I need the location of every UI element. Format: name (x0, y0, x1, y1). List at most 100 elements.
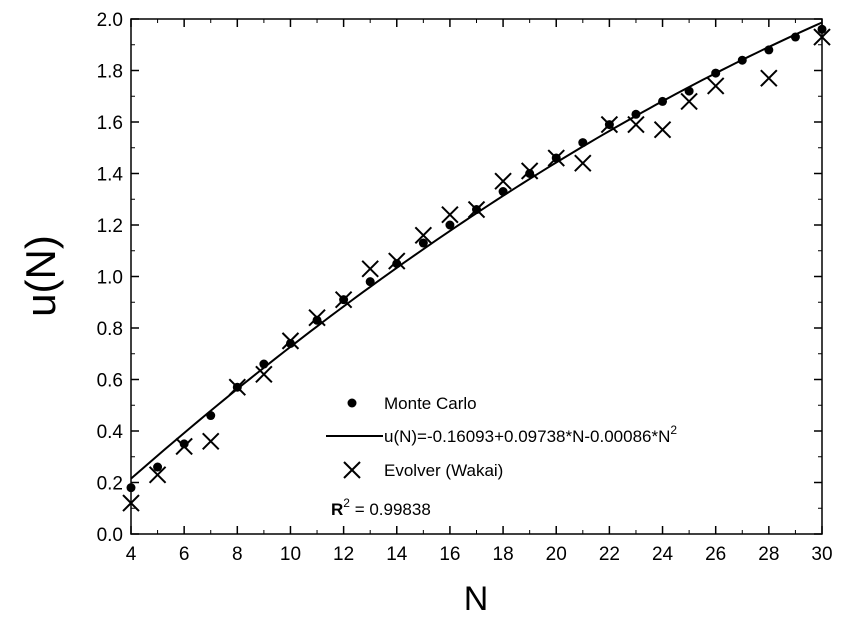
legend: Monte Carlo u(N)=-0.16093+0.09738*N-0.00… (326, 394, 677, 519)
evolver-point-stroke (334, 290, 353, 309)
evolver-point (334, 290, 353, 309)
evolver-point (361, 260, 379, 278)
x-tick-label: 16 (439, 544, 460, 565)
evolver-point-stroke (148, 466, 167, 484)
evolver-point (414, 226, 433, 245)
evolver-point-stroke (520, 162, 539, 180)
monte-carlo-point (737, 55, 747, 65)
monte-carlo-point (418, 238, 428, 248)
evolver-point-stroke (547, 149, 565, 167)
r-squared-annotation: R2 = 0.99838 (331, 496, 431, 519)
monte-carlo-point (578, 138, 588, 148)
evolver-point (122, 494, 140, 512)
evolver-point (520, 162, 539, 180)
evolver-point-stroke (627, 115, 645, 134)
evolver-point (760, 69, 778, 87)
evolver-point-stroke (706, 77, 725, 95)
monte-carlo-point (153, 462, 163, 472)
evolver-point-stroke (228, 378, 247, 396)
monte-carlo-point (365, 277, 375, 287)
monte-carlo-point (498, 187, 508, 197)
y-tick-label: 0.8 (97, 319, 123, 340)
evolver-point-stroke (202, 432, 220, 451)
evolver-point (441, 205, 459, 224)
legend-marker-monte-carlo (347, 398, 357, 408)
y-tick-label: 0.0 (97, 525, 123, 546)
evolver-point-stroke (653, 121, 672, 139)
monte-carlo-point (445, 220, 455, 230)
x-tick-label: 20 (546, 544, 567, 565)
evolver-point-stroke (281, 332, 300, 350)
evolver-point-stroke (467, 200, 486, 219)
evolver-point-stroke (388, 252, 406, 270)
evolver-point-stroke (600, 115, 619, 134)
evolver-point (255, 365, 273, 384)
monte-carlo-point (790, 32, 800, 42)
evolver-point (467, 200, 486, 219)
evolver-point-stroke (255, 365, 273, 384)
evolver-point (175, 437, 193, 456)
evolver-point-stroke (441, 205, 459, 224)
evolver-point-stroke (175, 437, 193, 456)
x-tick-label: 18 (493, 544, 514, 565)
evolver-point (202, 432, 220, 451)
legend-marker-evolver (343, 461, 361, 479)
x-tick-label: 24 (652, 544, 674, 565)
monte-carlo-point (658, 96, 668, 106)
evolver-point (228, 378, 247, 396)
evolver-point (388, 252, 406, 270)
y-tick-label: 1.0 (97, 268, 123, 289)
evolver-point-stroke (680, 92, 698, 111)
evolver-point-stroke (574, 154, 592, 172)
y-tick-label: 1.2 (97, 216, 123, 237)
monte-carlo-point (525, 169, 535, 178)
evolver-point (547, 149, 565, 167)
monte-carlo-point (392, 259, 402, 269)
evolver-point-stroke (308, 308, 326, 327)
evolver-point (600, 115, 619, 134)
y-tick-label: 0.2 (97, 474, 123, 495)
y-tick-label: 0.4 (97, 422, 124, 443)
x-tick-label: 4 (126, 544, 137, 565)
legend-label-evolver: Evolver (Wakai) (384, 461, 503, 480)
legend-label-monte-carlo: Monte Carlo (384, 394, 477, 413)
x-tick-label: 30 (811, 544, 832, 565)
y-tick-label: 1.6 (97, 113, 123, 134)
evolver-point-stroke (760, 69, 778, 87)
x-tick-label: 10 (280, 544, 301, 565)
monte-carlo-point (631, 109, 641, 119)
monte-carlo-point (312, 315, 322, 325)
y-tick-label: 1.4 (97, 165, 124, 186)
x-tick-label: 14 (386, 544, 408, 565)
monte-carlo-point (711, 68, 721, 78)
monte-carlo-point (206, 411, 216, 421)
x-axis-title: N (464, 580, 489, 618)
evolver-point (680, 92, 698, 111)
evolver-point (308, 308, 326, 327)
monte-carlo-point (259, 359, 269, 369)
y-tick-label: 2.0 (97, 10, 123, 31)
evolver-point (281, 332, 300, 350)
legend-label-fit: u(N)=-0.16093+0.09738*N-0.00086*N2 (384, 423, 677, 446)
x-tick-label: 26 (705, 544, 726, 565)
evolver-point (813, 28, 831, 46)
evolver-point (494, 172, 512, 190)
monte-carlo-point (684, 86, 694, 96)
evolver-point-stroke (494, 172, 512, 190)
x-tick-label: 12 (333, 544, 354, 565)
legend-label-fit-sup: 2 (670, 423, 677, 437)
monte-carlo-point (817, 24, 827, 34)
evolver-point (627, 115, 645, 134)
evolver-point-stroke (122, 494, 140, 512)
x-tick-label: 28 (758, 544, 779, 565)
monte-carlo-point (764, 45, 774, 55)
evolver-point (148, 466, 167, 484)
monte-carlo-point (285, 338, 295, 348)
axis-ticks: 4 6 8 10 12 14 16 18 20 22 24 26 28 30 0.0 0.2 0.4 0.6 0.8… (97, 10, 833, 565)
evolver-point (653, 121, 672, 139)
x-tick-label: 8 (232, 544, 243, 565)
y-axis-title: u(N) (17, 235, 64, 317)
y-tick-label: 0.6 (97, 371, 123, 392)
evolver-point-stroke (414, 226, 433, 245)
